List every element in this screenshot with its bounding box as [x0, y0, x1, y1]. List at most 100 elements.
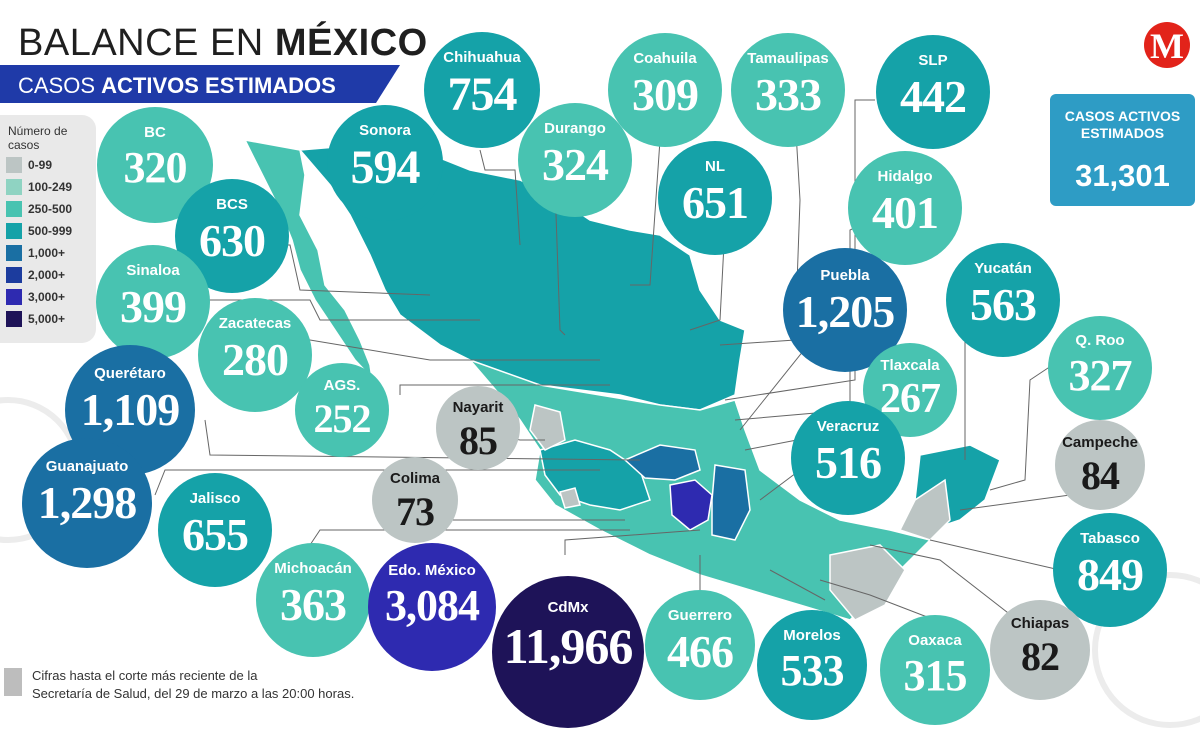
total-cases-value: 31,301 — [1075, 158, 1170, 193]
legend-swatch — [6, 289, 22, 305]
state-name: Puebla — [820, 266, 870, 284]
total-cases-label: CASOS ACTIVOS ESTIMADOS — [1064, 108, 1181, 141]
state-name: Coahuila — [633, 50, 697, 68]
state-bubble-nl: NL 651 — [658, 141, 772, 255]
page-subtitle: CASOS ACTIVOS ESTIMADOS — [18, 73, 336, 98]
legend-label: 250-500 — [28, 202, 73, 216]
state-value: 280 — [222, 334, 289, 386]
footnote-line-2: Secretaría de Salud, del 29 de marzo a l… — [32, 686, 355, 701]
legend-item: 0-99 — [6, 156, 52, 174]
leader-lines — [154, 99, 1071, 631]
state-bubble-jalisco: Jalisco 655 — [158, 473, 272, 587]
state-value: 309 — [632, 69, 699, 121]
state-bubble-tamaulipas: Tamaulipas 333 — [731, 33, 845, 147]
state-name: Colima — [389, 469, 440, 487]
state-name: Edo. México — [388, 562, 476, 580]
state-name: Michoacán — [274, 560, 352, 578]
state-name: Oaxaca — [908, 631, 962, 649]
footnote-line-1: Cifras hasta el corte más reciente de la — [32, 668, 258, 683]
state-bubble-durango: Durango 324 — [518, 103, 632, 217]
legend-item: 5,000+ — [6, 310, 65, 328]
state-bubble-oaxaca: Oaxaca 315 — [880, 615, 990, 725]
state-bubble-coahuila: Coahuila 309 — [608, 33, 722, 147]
state-value: 85 — [459, 417, 498, 463]
legend-swatch — [6, 157, 22, 173]
map-guanajuato — [623, 444, 701, 481]
total-cases-box: CASOS ACTIVOS ESTIMADOS 31,301 — [1050, 94, 1195, 206]
state-bubble-tlaxcala: Tlaxcala 267 — [863, 343, 957, 437]
state-name: BC — [144, 124, 166, 142]
state-name: AGS. — [323, 377, 361, 395]
state-bubble-cdmx: CdMx 11,966 — [492, 576, 644, 728]
footnote-swatch — [4, 668, 22, 696]
state-bubble-chiapas: Chiapas 82 — [990, 600, 1090, 700]
state-name: Veracruz — [816, 418, 880, 436]
state-bubble-guerrero: Guerrero 466 — [645, 590, 755, 700]
state-value: 655 — [182, 509, 249, 561]
state-bubble-zacatecas: Zacatecas 280 — [198, 298, 312, 412]
state-value: 267 — [880, 376, 941, 423]
state-name: Morelos — [783, 626, 841, 644]
state-value: 516 — [815, 437, 882, 489]
state-value: 327 — [1068, 350, 1133, 400]
state-value: 849 — [1077, 549, 1144, 601]
state-bubble-queretaro: Querétaro 1,109 — [65, 345, 195, 475]
state-value: 1,109 — [80, 383, 181, 435]
map-nayarit — [529, 404, 566, 451]
state-name: Durango — [544, 120, 606, 138]
legend-label: 2,000+ — [28, 268, 66, 282]
state-name: BCS — [216, 196, 248, 214]
state-bubble-guanajuato: Guanajuato 1,298 — [22, 438, 152, 568]
state-bubble-ags: AGS. 252 — [295, 363, 389, 457]
map-puebla — [711, 464, 751, 541]
map-edomex — [669, 479, 713, 531]
state-value: 594 — [350, 141, 421, 195]
milenio-logo: M — [1144, 22, 1190, 68]
state-bubble-tabasco: Tabasco 849 — [1053, 513, 1167, 627]
state-value: 442 — [900, 71, 967, 123]
state-name: Guerrero — [667, 606, 733, 624]
map-baja — [243, 138, 374, 381]
legend-swatch — [6, 245, 22, 261]
legend-label: 5,000+ — [28, 312, 66, 326]
state-value: 363 — [280, 579, 347, 631]
state-name: CdMx — [547, 598, 589, 616]
state-value: 401 — [872, 187, 939, 239]
state-name: Tabasco — [1080, 530, 1140, 548]
state-bubble-edo-mexico: Edo. México 3,084 — [368, 543, 496, 671]
state-value: 630 — [199, 215, 266, 267]
state-name: Tlaxcala — [880, 357, 940, 375]
state-value: 73 — [396, 488, 435, 534]
state-name: SLP — [918, 52, 948, 70]
map-campeche — [898, 478, 951, 541]
state-name: Querétaro — [94, 364, 166, 382]
state-bubble-hidalgo: Hidalgo 401 — [848, 151, 962, 265]
legend-item: 1,000+ — [6, 244, 65, 262]
legend-swatch — [6, 201, 22, 217]
state-name: Hidalgo — [877, 168, 933, 186]
state-name: Tamaulipas — [747, 50, 829, 68]
state-name: Chihuahua — [443, 49, 521, 67]
legend-item: 250-500 — [6, 200, 72, 218]
legend-swatch — [6, 267, 22, 283]
state-name: Yucatán — [974, 260, 1032, 278]
state-name: Sinaloa — [126, 262, 180, 280]
legend-swatch — [6, 179, 22, 195]
state-value: 84 — [1081, 452, 1120, 498]
map-colima — [559, 487, 581, 509]
state-value: 466 — [667, 625, 734, 677]
legend-label: 500-999 — [28, 224, 73, 238]
state-bubble-michoacan: Michoacán 363 — [256, 543, 370, 657]
state-name: Zacatecas — [218, 315, 292, 333]
state-bubble-sonora: Sonora 594 — [327, 105, 443, 221]
state-bubble-chihuahua: Chihuahua 754 — [424, 32, 540, 148]
state-value: 82 — [1021, 634, 1060, 679]
legend-label: 100-249 — [28, 180, 73, 194]
state-value: 563 — [970, 279, 1037, 331]
legend-item: 100-249 — [6, 178, 72, 196]
state-bubble-sinaloa: Sinaloa 399 — [96, 245, 210, 359]
page-title: BALANCE EN MÉXICO — [18, 22, 428, 64]
legend-label: 0-99 — [28, 158, 53, 172]
legend-label: 3,000+ — [28, 290, 66, 304]
